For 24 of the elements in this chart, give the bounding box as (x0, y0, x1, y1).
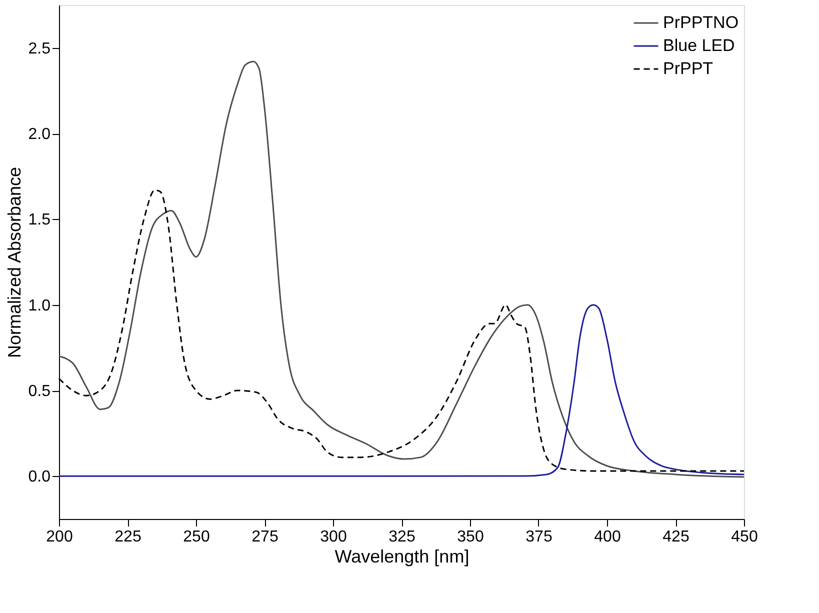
x-tick-label: 275 (252, 528, 278, 546)
y-axis-title: Normalized Absorbance (4, 166, 24, 358)
x-axis-title: Wavelength [nm] (334, 546, 470, 566)
x-tick-label: 425 (662, 528, 690, 546)
legend-label: PrPPTNO (663, 13, 739, 32)
legend-label: PrPPT (663, 59, 714, 78)
y-tick-label: 1.0 (28, 297, 51, 314)
line-series (58, 60, 745, 478)
legend-label: Blue LED (663, 36, 735, 55)
x-tick-label: 450 (731, 528, 758, 546)
y-tick-label: 0.5 (28, 383, 51, 400)
x-tick-label: 225 (114, 528, 142, 546)
line-series (58, 304, 745, 477)
x-tick-label: 325 (388, 528, 416, 546)
y-tick-label: 2.0 (28, 126, 51, 143)
y-tick-label: 1.5 (28, 212, 51, 229)
x-tick-label: 350 (457, 528, 484, 546)
x-tick-label: 250 (183, 528, 210, 546)
x-tick-label: 400 (594, 528, 621, 546)
y-tick-label: 2.5 (28, 40, 51, 58)
y-tick-label: 0.0 (28, 468, 51, 486)
x-tick-label: 300 (320, 528, 347, 546)
x-tick-label: 375 (526, 528, 552, 546)
x-tick-label: 200 (46, 528, 73, 546)
